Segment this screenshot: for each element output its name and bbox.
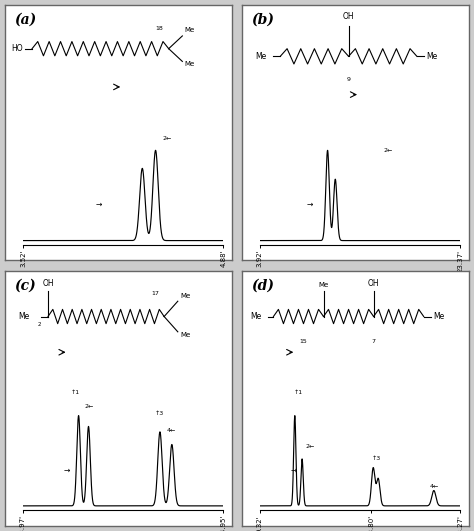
Text: (a): (a) <box>14 13 36 27</box>
Text: OH: OH <box>368 279 379 288</box>
Text: Me: Me <box>180 293 191 298</box>
Text: Me: Me <box>319 282 328 288</box>
Text: Me: Me <box>433 312 444 321</box>
Text: 7: 7 <box>372 339 375 345</box>
Text: 17: 17 <box>151 291 159 296</box>
Text: Me: Me <box>185 62 195 67</box>
Text: (b): (b) <box>251 13 273 27</box>
Text: 2: 2 <box>38 322 41 327</box>
Text: (d): (d) <box>251 278 273 292</box>
Text: Me: Me <box>255 52 266 61</box>
Text: OH: OH <box>42 279 54 288</box>
Text: Me: Me <box>185 28 195 33</box>
Text: 18: 18 <box>155 26 164 31</box>
Text: 15: 15 <box>299 339 307 345</box>
Text: Me: Me <box>251 312 262 321</box>
Text: 9: 9 <box>346 77 351 82</box>
Text: Me: Me <box>426 52 437 61</box>
Text: Me: Me <box>18 312 30 321</box>
Text: Me: Me <box>180 332 191 338</box>
Text: OH: OH <box>343 12 355 21</box>
Text: HO: HO <box>11 44 23 53</box>
Text: (c): (c) <box>14 278 36 292</box>
